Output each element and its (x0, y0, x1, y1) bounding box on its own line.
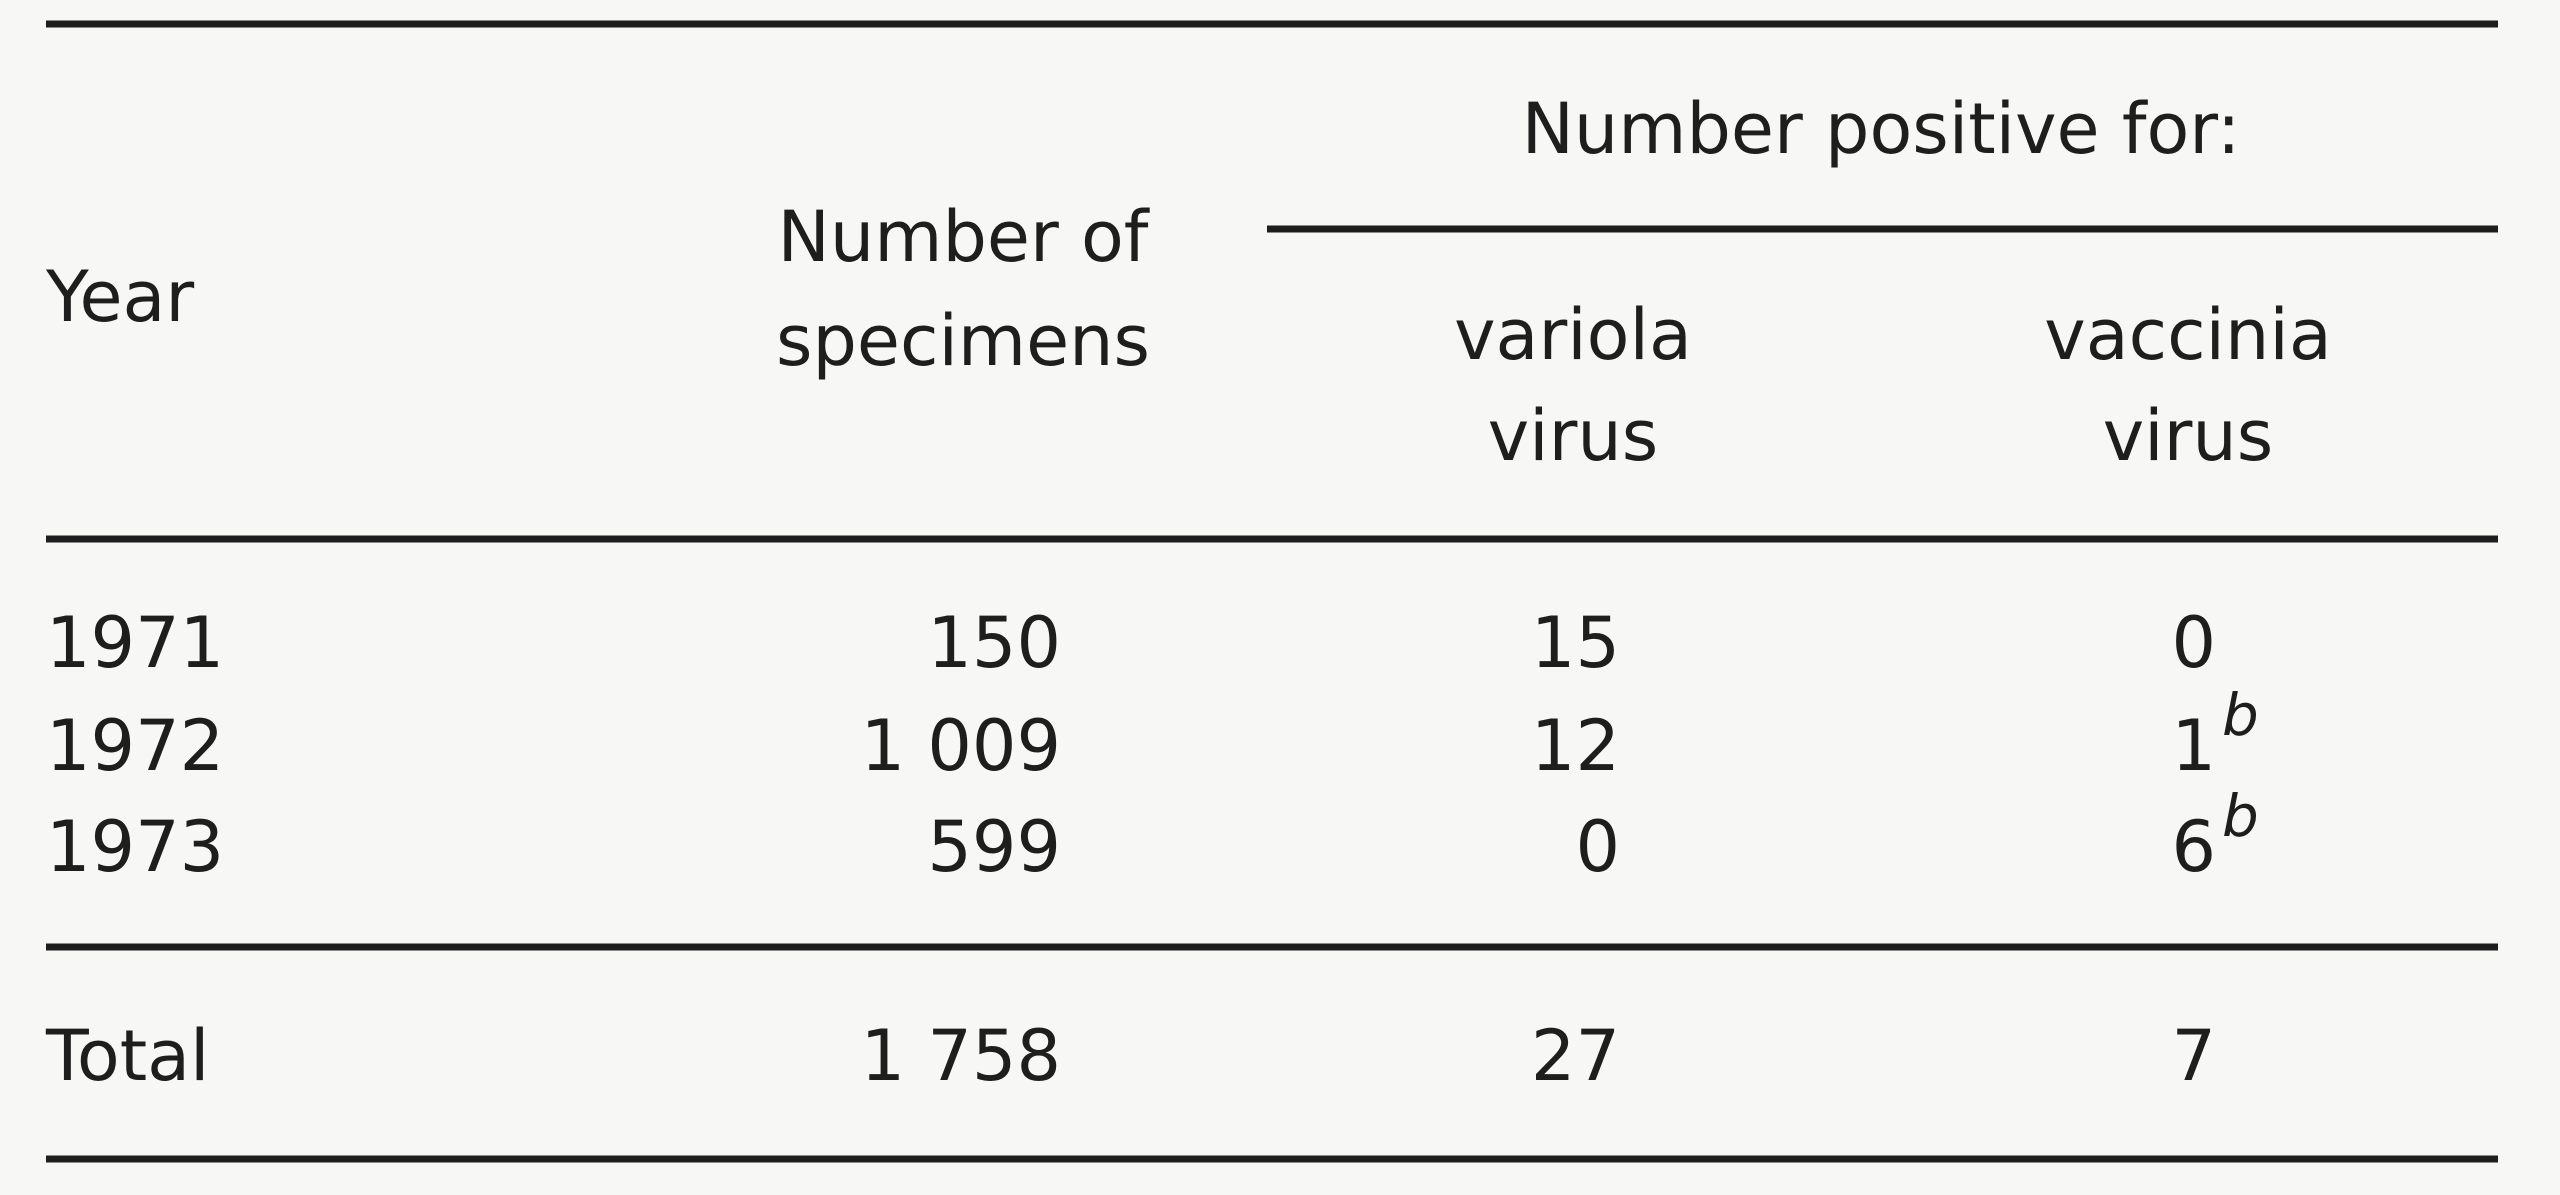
header-variola: virus (1488, 395, 1659, 477)
cell-year: 1972 (46, 705, 224, 787)
cell-variola: 12 (1531, 705, 1620, 787)
total-specimens: 1 758 (861, 1015, 1061, 1097)
header-specimens: specimens (776, 300, 1150, 382)
cell-year: 1971 (46, 602, 224, 684)
total-variola: 27 (1531, 1015, 1620, 1097)
total-vaccinia: 7 (2171, 1015, 2216, 1097)
header-vaccinia: vaccinia (2044, 294, 2331, 376)
footnote-marker: b (2222, 782, 2259, 850)
cell-specimens: 599 (927, 806, 1061, 888)
cell-vaccinia: 1 (2171, 705, 2216, 787)
cell-specimens: 150 (927, 602, 1061, 684)
total-label: Total (45, 1015, 209, 1097)
cell-vaccinia: 0 (2171, 602, 2216, 684)
cell-vaccinia: 6 (2171, 806, 2216, 888)
header-positive: Number positive for: (1522, 88, 2241, 170)
cell-variola: 0 (1575, 806, 1620, 888)
cell-year: 1973 (46, 806, 224, 888)
footnote-marker: b (2222, 681, 2259, 749)
cell-variola: 15 (1531, 602, 1620, 684)
header-year: Year (45, 256, 194, 338)
cell-specimens: 1 009 (861, 705, 1061, 787)
header-vaccinia: virus (2103, 395, 2274, 477)
header-specimens: Number of (778, 196, 1150, 278)
header-variola: variola (1454, 294, 1692, 376)
